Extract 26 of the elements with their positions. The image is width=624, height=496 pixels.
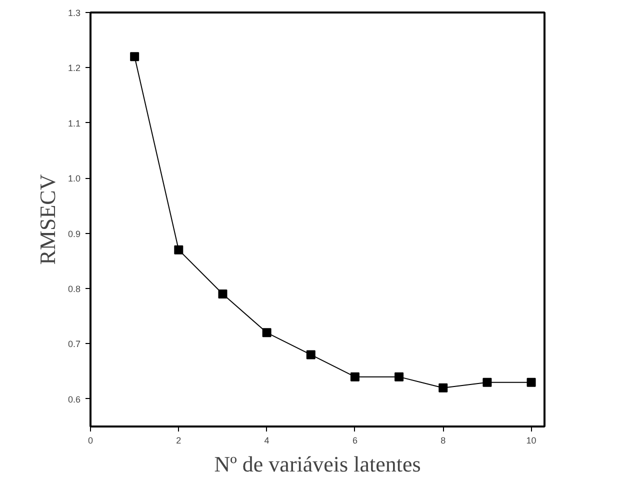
y-tick-label: 1.0 (68, 174, 81, 184)
x-tick-label: 6 (352, 436, 358, 446)
point (526, 378, 536, 387)
x-axis-title: Nº de variáveis latentes (214, 452, 421, 476)
point (130, 52, 140, 62)
y-tick-label: 0.9 (68, 228, 81, 239)
y-tick-label: 0.7 (68, 339, 81, 350)
x-tick-label: 2 (176, 436, 182, 446)
point (438, 383, 448, 392)
y-tick-label: 1.3 (68, 8, 81, 18)
y-axis-title: RMSECV (34, 174, 60, 265)
point (262, 328, 272, 338)
y-tick-label: 0.6 (68, 394, 81, 404)
x-tick-label: 8 (440, 436, 446, 446)
point (350, 372, 360, 382)
point (174, 245, 184, 254)
y-tick-label: 0.8 (68, 284, 81, 294)
x-tick-label: 10 (526, 436, 536, 446)
x-tick-label: 4 (264, 436, 270, 446)
point (482, 378, 492, 387)
y-tick-label: 1.2 (68, 63, 81, 74)
point (306, 350, 316, 360)
y-tick-label: 1.1 (68, 118, 81, 128)
point (218, 290, 228, 299)
x-tick-label: 0 (88, 436, 94, 446)
point (394, 372, 404, 382)
